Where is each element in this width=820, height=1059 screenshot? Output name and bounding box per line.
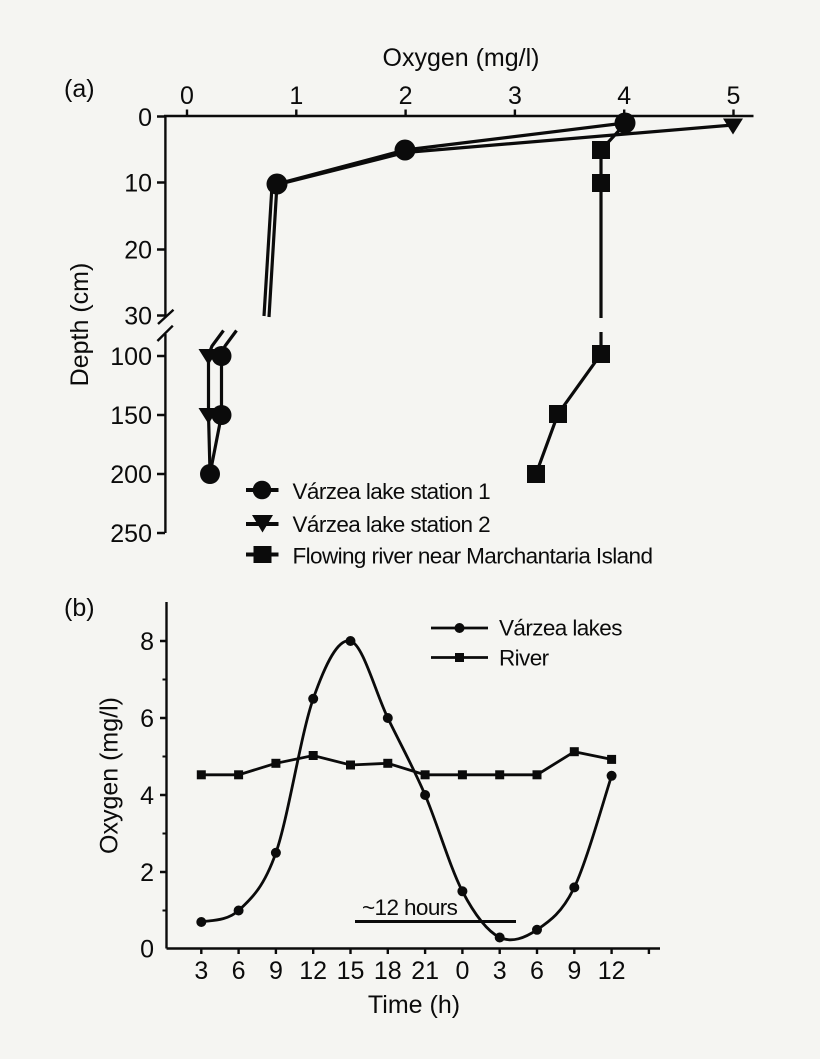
- svg-text:21: 21: [411, 957, 439, 985]
- svg-text:250: 250: [110, 520, 152, 548]
- svg-text:Várzea lake station 1: Várzea lake station 1: [293, 479, 491, 504]
- svg-text:Várzea lake station 2: Várzea lake station 2: [293, 512, 491, 537]
- svg-text:River: River: [499, 646, 550, 671]
- svg-text:18: 18: [374, 957, 402, 985]
- svg-text:4: 4: [140, 782, 154, 810]
- svg-text:(a): (a): [64, 75, 95, 103]
- svg-text:15: 15: [337, 957, 365, 985]
- svg-text:200: 200: [110, 461, 152, 489]
- svg-text:6: 6: [232, 957, 246, 985]
- svg-text:10: 10: [124, 170, 152, 198]
- svg-text:20: 20: [124, 237, 152, 265]
- svg-text:0: 0: [140, 936, 154, 964]
- svg-text:6: 6: [530, 957, 544, 985]
- svg-text:100: 100: [110, 343, 152, 371]
- svg-text:2: 2: [399, 82, 413, 110]
- svg-text:Oxygen (mg/l): Oxygen (mg/l): [96, 697, 124, 854]
- svg-text:3: 3: [508, 82, 522, 110]
- svg-text:3: 3: [493, 957, 507, 985]
- svg-text:Flowing river near Marchantari: Flowing river near Marchantaria Island: [293, 544, 653, 569]
- svg-text:12: 12: [299, 957, 327, 985]
- svg-text:~12 hours: ~12 hours: [362, 895, 458, 920]
- svg-text:Várzea lakes: Várzea lakes: [499, 616, 622, 641]
- svg-text:30: 30: [124, 303, 152, 331]
- svg-text:Time (h): Time (h): [368, 991, 460, 1019]
- svg-text:4: 4: [617, 82, 631, 110]
- svg-text:3: 3: [194, 957, 208, 985]
- svg-text:9: 9: [269, 957, 283, 985]
- svg-text:12: 12: [598, 957, 626, 985]
- svg-text:1: 1: [289, 82, 303, 110]
- svg-text:Oxygen (mg/l): Oxygen (mg/l): [383, 44, 540, 72]
- svg-text:5: 5: [727, 82, 741, 110]
- svg-text:2: 2: [140, 859, 154, 887]
- svg-text:150: 150: [110, 402, 152, 430]
- svg-text:Depth (cm): Depth (cm): [66, 263, 94, 387]
- svg-text:(b): (b): [64, 594, 95, 622]
- svg-text:6: 6: [140, 705, 154, 733]
- svg-text:0: 0: [180, 82, 194, 110]
- svg-text:0: 0: [455, 957, 469, 985]
- svg-text:9: 9: [567, 957, 581, 985]
- svg-text:8: 8: [140, 628, 154, 656]
- svg-text:0: 0: [138, 104, 152, 132]
